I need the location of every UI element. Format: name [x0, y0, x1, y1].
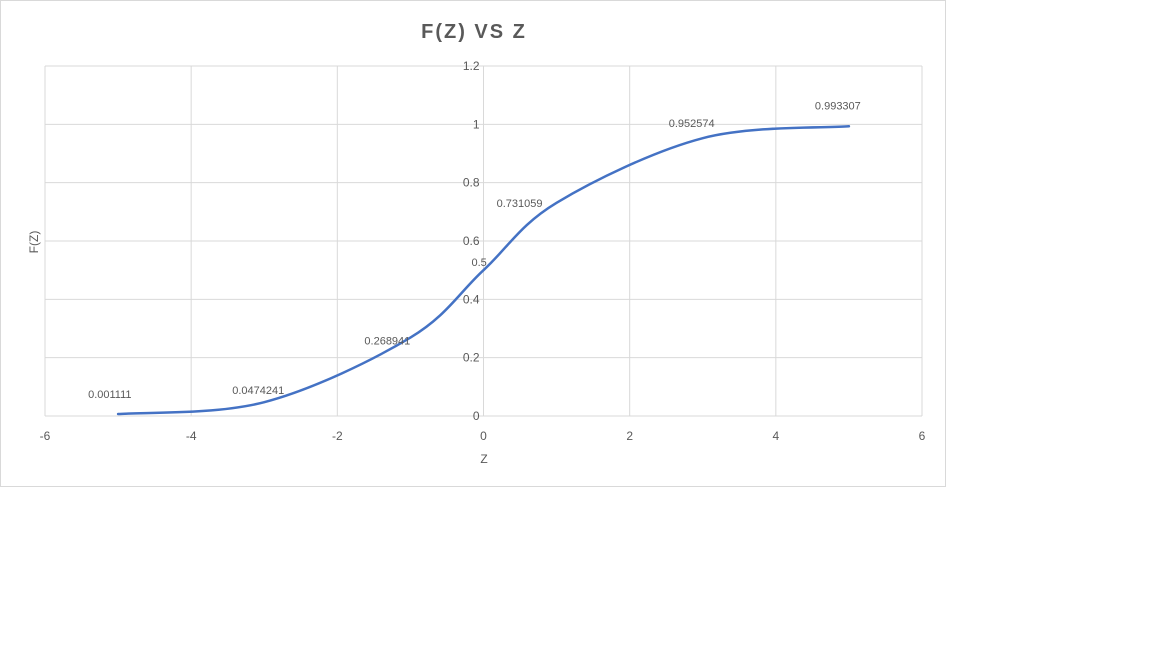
x-tick-label: -4	[186, 429, 197, 443]
data-label: 0.993307	[815, 100, 861, 112]
x-tick-label: 4	[772, 429, 779, 443]
x-tick-label: 6	[919, 429, 926, 443]
grid-layer	[44, 65, 923, 417]
y-tick-label: 0.6	[463, 234, 480, 248]
data-label: 0.5	[472, 257, 487, 269]
chart-container: F(Z) VS Z 0 0.2 0.4 0.6 0.8 1 1.2 -6 -4 -2 0 2 4 6 0.…	[0, 0, 946, 487]
data-label: 0.001111	[88, 389, 131, 401]
y-tick-label: 1	[473, 117, 480, 131]
series-layer	[116, 125, 851, 416]
chart-title: F(Z) VS Z	[421, 21, 527, 43]
data-label: 0.731059	[497, 198, 543, 210]
y-tick-label: 0.2	[463, 351, 480, 365]
x-tick-label: 2	[626, 429, 633, 443]
y-axis-title: F(Z)	[27, 231, 41, 254]
data-label: 0.268941	[364, 336, 410, 348]
tick-layer: 0 0.2 0.4 0.6 0.8 1 1.2 -6 -4 -2 0 2 4 6	[40, 59, 926, 443]
y-tick-label: 0.8	[463, 176, 480, 190]
data-label: 0.952574	[669, 118, 715, 130]
x-axis-title: Z	[480, 452, 487, 466]
y-tick-label: 1.2	[463, 59, 480, 73]
x-tick-label: 0	[480, 429, 487, 443]
x-tick-label: -2	[332, 429, 343, 443]
line-chart: F(Z) VS Z 0 0.2 0.4 0.6 0.8 1 1.2 -6 -4 -2 0 2 4 6 0.…	[27, 21, 926, 466]
y-tick-label: 0	[473, 409, 480, 423]
y-tick-label: 0.4	[463, 292, 480, 306]
series-line-0	[116, 125, 851, 416]
data-label: 0.0474241	[232, 385, 284, 397]
data-label-layer: 0.001111 0.0474241 0.268941 0.5 0.731059 0.95…	[88, 100, 861, 401]
x-tick-label: -6	[40, 429, 51, 443]
